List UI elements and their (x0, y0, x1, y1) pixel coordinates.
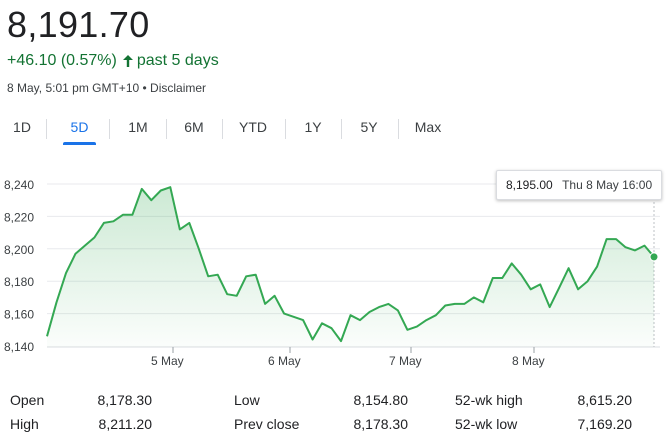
x-tick-label: 8 May (512, 354, 545, 368)
tooltip-value: 8,195.00 (506, 178, 553, 192)
change-amount: +46.10 (0.57%) (7, 52, 117, 69)
last-point-marker (649, 252, 659, 262)
stat-label-52wk-high: 52-wk high (455, 392, 523, 408)
tab-divider (222, 119, 223, 139)
range-tabs: 1D 5D 1M 6M YTD 1Y 5Y Max (0, 115, 672, 145)
tooltip-time: Thu 8 May 16:00 (562, 178, 653, 192)
tab-divider (109, 119, 110, 139)
series-area (47, 187, 654, 347)
tab-1d[interactable]: 1D (13, 119, 31, 135)
change-period: past 5 days (136, 52, 219, 69)
stat-label-52wk-low: 52-wk low (455, 416, 518, 432)
tab-divider (341, 119, 342, 139)
x-tick-label: 6 May (268, 354, 301, 368)
chart-tooltip: 8,195.00 Thu 8 May 16:00 (496, 170, 663, 200)
tab-divider (398, 119, 399, 139)
tab-5y[interactable]: 5Y (360, 119, 378, 135)
y-tick-label: 8,220 (4, 210, 34, 224)
quote-timestamp: 8 May, 5:01 pm GMT+10 • Disclaimer (7, 81, 207, 95)
stat-label-high: High (10, 416, 39, 432)
y-tick-label: 8,200 (4, 243, 34, 257)
current-price: 8,191.70 (7, 4, 150, 45)
tab-divider (166, 119, 167, 139)
stat-value-52wk-high: 8,615.20 (577, 392, 633, 408)
y-tick-label: 8,180 (4, 275, 34, 289)
stat-value-open: 8,178.30 (97, 392, 153, 408)
y-tick-label: 8,240 (4, 178, 34, 192)
price-change: +46.10 (0.57%) past 5 days (7, 52, 219, 70)
tab-ytd[interactable]: YTD (239, 119, 267, 135)
tab-1m[interactable]: 1M (128, 119, 148, 135)
tab-1y[interactable]: 1Y (304, 119, 322, 135)
y-tick-label: 8,140 (4, 340, 34, 354)
arrow-up-icon (122, 55, 133, 67)
stat-label-low: Low (234, 392, 260, 408)
stat-value-prev-close: 8,178.30 (353, 416, 409, 432)
series-line (46, 186, 655, 343)
tab-divider (285, 119, 286, 139)
tab-6m[interactable]: 6M (184, 119, 204, 135)
stat-label-prev-close: Prev close (234, 416, 300, 432)
y-tick-label: 8,160 (4, 308, 34, 322)
stat-value-low: 8,154.80 (353, 392, 409, 408)
x-tick-label: 7 May (389, 354, 422, 368)
tab-divider (46, 119, 47, 139)
stat-label-open: Open (10, 392, 45, 408)
tab-max[interactable]: Max (414, 119, 442, 135)
stat-value-52wk-low: 7,169.20 (577, 416, 633, 432)
tab-5d[interactable]: 5D (63, 115, 96, 145)
stat-value-high: 8,211.20 (98, 416, 152, 432)
x-tick-label: 5 May (151, 354, 184, 368)
price-chart[interactable]: 8,140 8,160 8,180 8,200 8,220 8,240 5 May 6 May… (0, 160, 672, 380)
